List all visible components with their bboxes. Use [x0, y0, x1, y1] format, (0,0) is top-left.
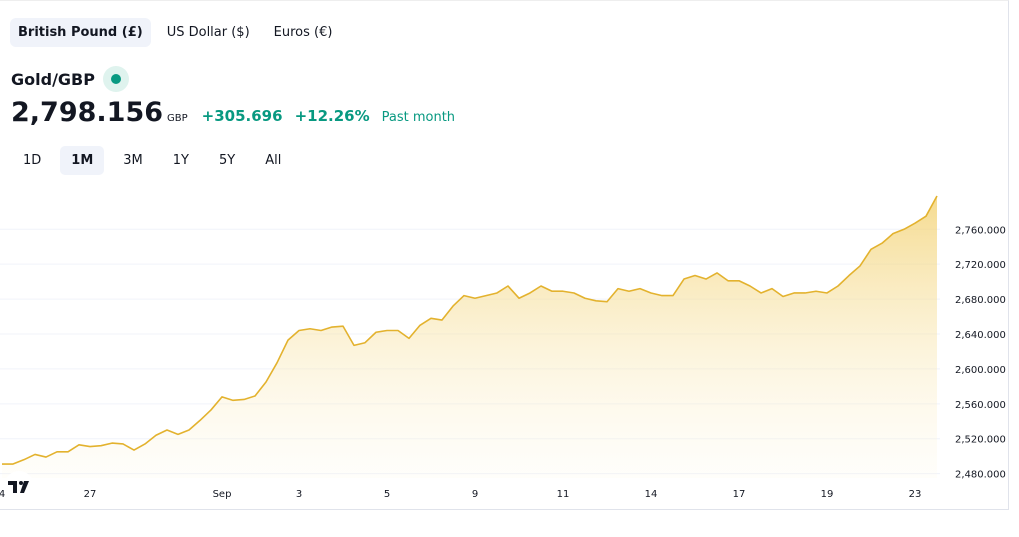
- x-tick-label: 5: [384, 489, 390, 500]
- y-tick-label: 2,600.000: [955, 365, 1006, 376]
- y-tick-label: 2,680.000: [955, 295, 1006, 306]
- x-tick-label: 3: [296, 489, 302, 500]
- price-line: [2, 195, 938, 465]
- currency-tab[interactable]: British Pound (£): [10, 18, 151, 47]
- x-tick-label: 11: [557, 489, 570, 500]
- x-tick-label: 4: [0, 489, 5, 500]
- y-tick-label: 2,640.000: [955, 330, 1006, 341]
- range-tab[interactable]: All: [265, 153, 282, 168]
- currency-tab[interactable]: US Dollar ($): [166, 25, 250, 40]
- logo[interactable]: [4, 471, 34, 501]
- symbol: Gold/GBP: [11, 69, 95, 89]
- y-tick-label: 2,560.000: [955, 400, 1006, 411]
- widget-card: [0, 0, 1009, 510]
- price-row: 2,798.156 GBP +305.696 +12.26% Past mont…: [11, 97, 455, 128]
- currency: GBP: [167, 113, 188, 124]
- status-dot: [102, 66, 129, 92]
- range-tab[interactable]: 3M: [123, 153, 143, 168]
- chart: 2,480.000 2,520.000 2,560.000 2,600.000 2,64…: [0, 195, 1006, 501]
- range-tab[interactable]: 1Y: [172, 153, 189, 168]
- range-tab[interactable]: 5Y: [218, 153, 236, 168]
- currency-tab[interactable]: Euros (€): [273, 25, 333, 40]
- range-tabs: 1D 1M 3M 1Y 5Y All: [12, 146, 292, 175]
- x-tick-label: 14: [645, 489, 658, 500]
- y-tick-label: 2,520.000: [955, 435, 1006, 446]
- x-tick-label: 9: [472, 489, 478, 500]
- y-tick-label: 2,720.000: [955, 260, 1006, 271]
- y-tick-label: 2,760.000: [955, 225, 1006, 236]
- range-tab[interactable]: 1M: [60, 146, 105, 175]
- price-area: [2, 195, 937, 478]
- x-tick-label: 27: [84, 489, 97, 500]
- period: Past month: [381, 110, 456, 125]
- change: +305.696: [201, 107, 283, 125]
- range-tab[interactable]: 1D: [23, 153, 42, 168]
- y-tick-label: 2,480.000: [955, 470, 1006, 481]
- symbol-row: Gold/GBP: [11, 66, 129, 92]
- x-tick-label: 23: [909, 489, 922, 500]
- x-tick-label: 17: [733, 489, 746, 500]
- price: 2,798.156: [11, 97, 164, 128]
- x-tick-label: 19: [821, 489, 834, 500]
- currency-tabs: British Pound (£) US Dollar ($) Euros (€…: [10, 18, 340, 47]
- change-percent: +12.26%: [294, 107, 370, 125]
- x-tick-label: Sep: [213, 489, 232, 500]
